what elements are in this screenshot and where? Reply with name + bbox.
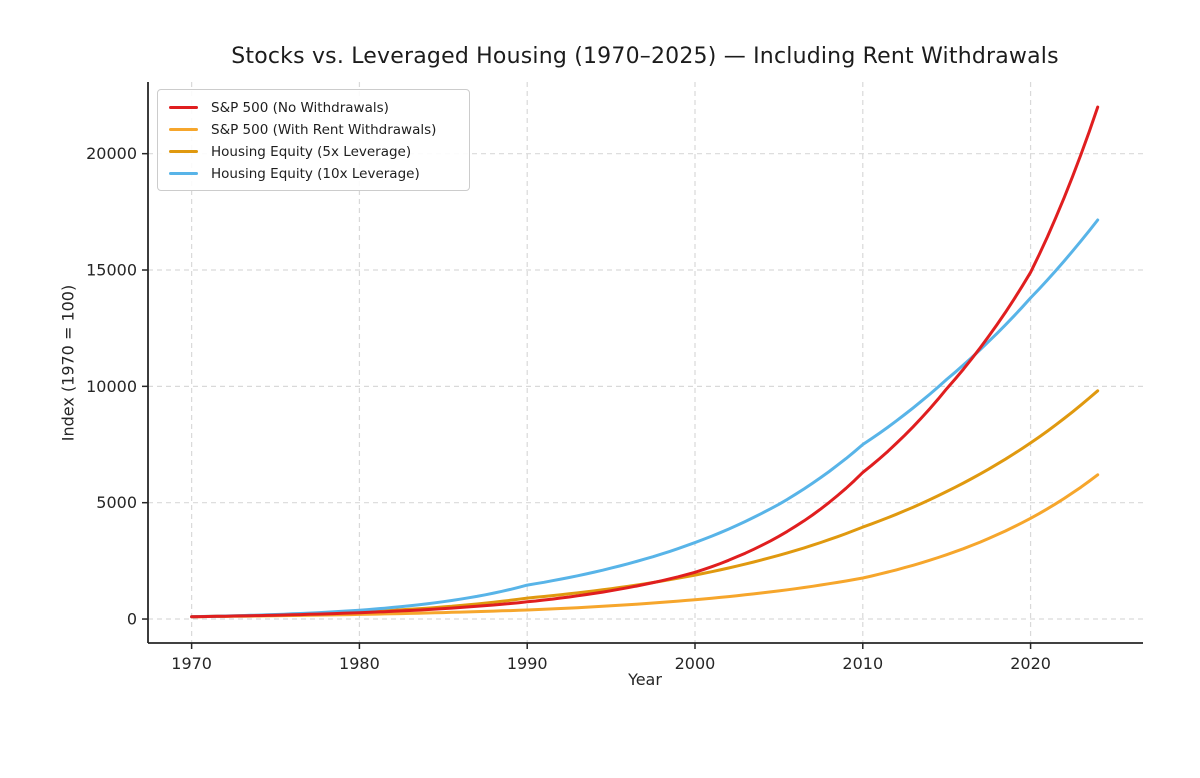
legend-label: S&P 500 (With Rent Withdrawals): [211, 121, 437, 138]
y-tick-label: 20000: [86, 144, 137, 163]
series-line-s-p-500-no-withdrawals: [190, 105, 1100, 619]
legend-label: Housing Equity (10x Leverage): [211, 165, 420, 182]
y-tick-label: 10000: [86, 377, 137, 396]
x-tick-label: 1990: [507, 654, 548, 673]
y-tick-label: 15000: [86, 261, 137, 280]
legend-label: S&P 500 (No Withdrawals): [211, 99, 389, 116]
series-line-s-p-500-with-rent-withdrawals: [190, 473, 1100, 619]
series-line-housing-equity-10x-leverage: [190, 218, 1100, 619]
chart-title: Stocks vs. Leveraged Housing (1970–2025)…: [231, 44, 1059, 69]
legend-line-swatch: [169, 150, 198, 153]
x-tick-label: 1970: [171, 654, 212, 673]
y-axis-label: Index (1970 = 100): [58, 284, 78, 442]
x-tick-label: 2020: [1010, 654, 1051, 673]
legend-line-swatch: [169, 172, 198, 175]
legend-item: Housing Equity (5x Leverage): [169, 142, 457, 161]
legend-item: S&P 500 (With Rent Withdrawals): [169, 120, 457, 139]
x-tick-label: 2000: [675, 654, 716, 673]
x-tick-label: 1980: [339, 654, 380, 673]
y-tick-label: 5000: [96, 493, 137, 512]
legend-item: Housing Equity (10x Leverage): [169, 164, 457, 183]
legend-line-swatch: [169, 106, 198, 109]
x-tick-label: 2010: [842, 654, 883, 673]
y-tick-label: 0: [127, 610, 137, 629]
legend: S&P 500 (No Withdrawals) S&P 500 (With Re…: [157, 89, 470, 191]
legend-line-swatch: [169, 128, 198, 131]
series-line-housing-equity-5x-leverage: [190, 389, 1100, 619]
x-axis-label: Year: [628, 670, 662, 689]
legend-item: S&P 500 (No Withdrawals): [169, 98, 457, 117]
legend-label: Housing Equity (5x Leverage): [211, 143, 412, 160]
